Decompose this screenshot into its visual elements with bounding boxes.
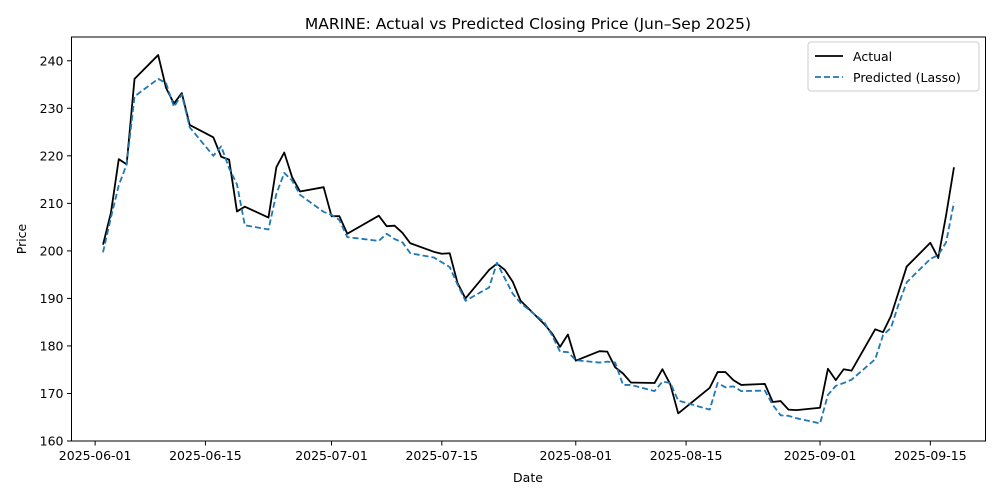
y-tick-label: 230 bbox=[40, 101, 64, 116]
y-tick-label: 190 bbox=[40, 291, 64, 306]
y-tick-label: 210 bbox=[40, 196, 64, 211]
plot-area bbox=[102, 54, 955, 425]
legend-box bbox=[807, 41, 980, 92]
x-axis: 2025-06-01 2025-06-15 2025-07-01 2025-07-15… bbox=[59, 441, 967, 463]
y-tick-label: 220 bbox=[40, 148, 64, 163]
x-tick-label: 2025-08-15 bbox=[650, 448, 723, 463]
legend: Actual Predicted (Lasso) bbox=[807, 41, 980, 92]
x-tick-label: 2025-06-01 bbox=[59, 448, 132, 463]
chart-title: MARINE: Actual vs Predicted Closing Pric… bbox=[305, 15, 751, 33]
y-tick-label: 170 bbox=[40, 386, 64, 401]
predicted-line bbox=[102, 77, 955, 425]
y-tick-label: 180 bbox=[40, 338, 64, 353]
x-tick-label: 2025-08-01 bbox=[539, 448, 612, 463]
plot-frame bbox=[71, 36, 986, 442]
x-tick-label: 2025-07-01 bbox=[295, 448, 368, 463]
x-axis-label: Date bbox=[513, 470, 543, 485]
legend-predicted-label: Predicted (Lasso) bbox=[853, 70, 961, 85]
y-tick-label: 160 bbox=[40, 434, 64, 449]
x-tick-label: 2025-09-15 bbox=[894, 448, 967, 463]
actual-line bbox=[102, 54, 955, 415]
x-tick-label: 2025-09-01 bbox=[784, 448, 857, 463]
y-axis-label: Price bbox=[14, 223, 29, 254]
y-axis: 160 170 180 190 200 210 220 230 240 bbox=[40, 53, 72, 449]
x-tick-label: 2025-06-15 bbox=[169, 448, 242, 463]
y-tick-label: 200 bbox=[40, 243, 64, 258]
y-tick-label: 240 bbox=[40, 53, 64, 68]
legend-actual-label: Actual bbox=[853, 49, 892, 64]
x-tick-label: 2025-07-15 bbox=[405, 448, 478, 463]
